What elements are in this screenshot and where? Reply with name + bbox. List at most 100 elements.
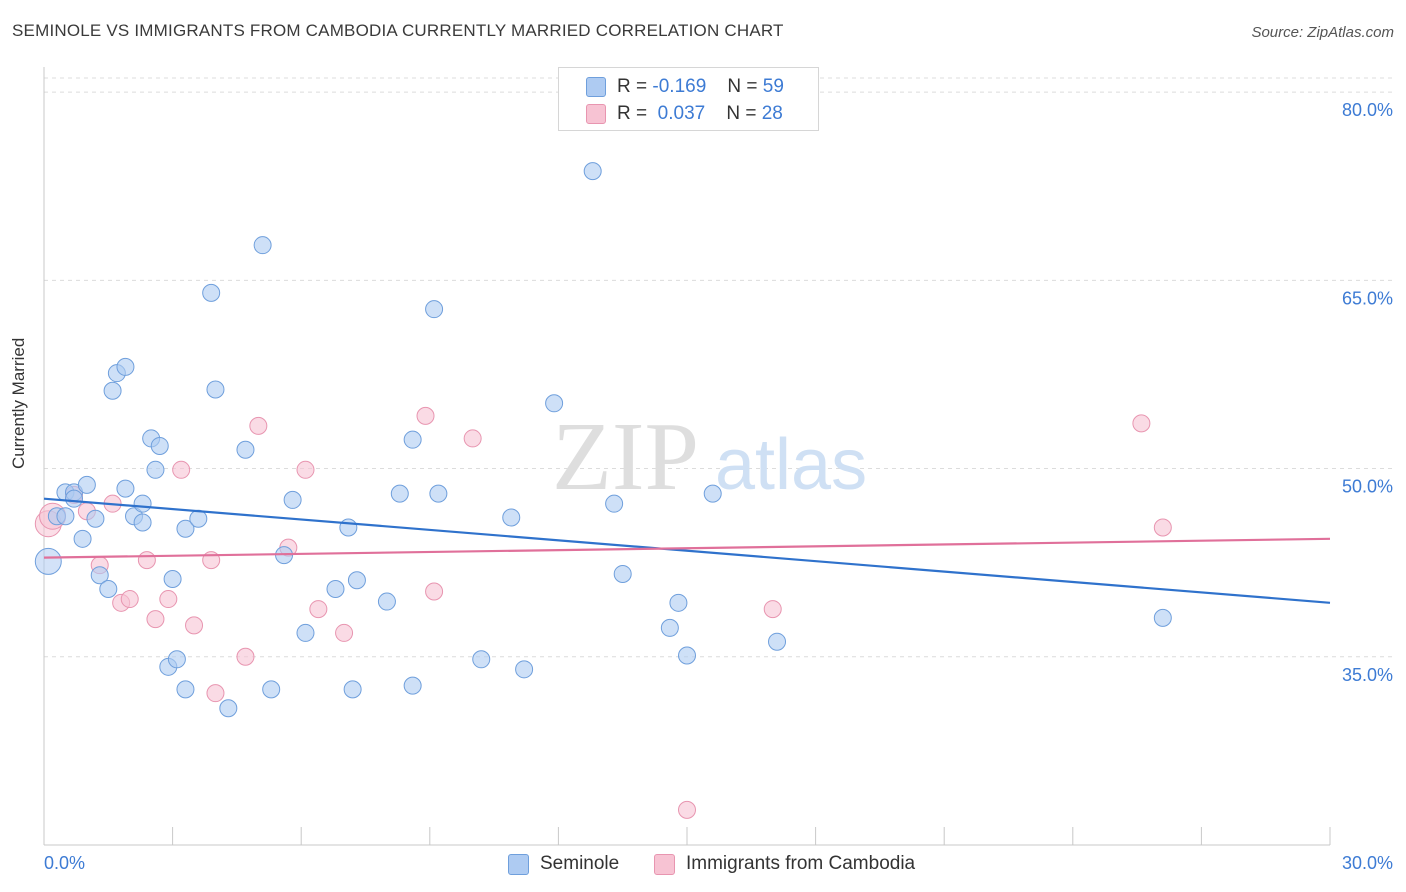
n-label: N = [727, 76, 758, 97]
seminole-point [613, 564, 632, 583]
cambodia-point [763, 600, 782, 619]
correlation-legend: R = -0.169 N = 59 R = 0.037 N = 28 [558, 67, 819, 131]
seminole-point [176, 680, 195, 699]
n-value-seminole: 59 [762, 76, 784, 97]
cambodia-point [159, 590, 178, 609]
r-label: R = [617, 76, 648, 97]
r-value-seminole: -0.169 [652, 76, 707, 97]
watermark-zip: ZIP [552, 403, 699, 511]
seminole-point [163, 569, 182, 588]
seminole-point [768, 632, 787, 651]
cambodia-trend-line [43, 537, 1331, 559]
seminole-point [515, 660, 534, 679]
r-label: R = [617, 103, 648, 124]
x-tick-label: 0.0% [44, 853, 85, 873]
cambodia-point [335, 623, 354, 642]
seminole-point [65, 489, 84, 508]
seminole-point [429, 484, 448, 503]
y-tick-label: 50.0% [1342, 477, 1393, 497]
seminole-point [99, 580, 118, 599]
trend-lines [43, 497, 1331, 604]
seminole-point [377, 592, 396, 611]
cambodia-legend-label: Immigrants from Cambodia [686, 853, 916, 874]
cambodia-point [678, 800, 696, 819]
y-tick-label: 65.0% [1342, 288, 1393, 308]
y-axis-label: Currently Married [9, 337, 28, 469]
seminole-point [150, 436, 169, 455]
seminole-point [1153, 608, 1172, 627]
seminole-point [86, 509, 105, 528]
watermark-atlas: atlas [715, 425, 867, 505]
series-seminole-points [34, 162, 1172, 718]
cambodia-point [296, 460, 315, 479]
watermark: ZIP atlas [552, 403, 867, 511]
seminole-point [146, 460, 165, 479]
cambodia-point [236, 647, 255, 666]
chart-title: SEMINOLE VS IMMIGRANTS FROM CAMBODIA CUR… [12, 21, 784, 40]
seminole-point [253, 236, 272, 255]
seminole-point [176, 519, 195, 538]
seminole-point [605, 494, 624, 513]
seminole-point [133, 513, 152, 532]
seminole-point [583, 162, 602, 181]
cambodia-point [172, 460, 191, 479]
x-tick-label: 30.0% [1342, 853, 1393, 873]
seminole-point [403, 430, 422, 449]
seminole-point [202, 283, 221, 302]
cambodia-point [249, 416, 268, 435]
seminole-swatch [586, 77, 606, 97]
cambodia-point [1132, 414, 1151, 433]
seminole-point [103, 381, 122, 400]
seminole-point [678, 646, 696, 665]
cambodia-legend-swatch [654, 854, 675, 875]
seminole-point [133, 494, 152, 513]
y-tick-label: 35.0% [1342, 665, 1393, 685]
seminole-point [472, 650, 491, 669]
cambodia-swatch [586, 104, 606, 124]
seminole-point [669, 593, 688, 612]
cambodia-point [185, 616, 204, 635]
cambodia-point [206, 684, 225, 703]
n-value-cambodia: 28 [761, 103, 783, 124]
seminole-point [116, 357, 135, 376]
seminole-point [116, 479, 135, 498]
seminole-point [425, 300, 444, 319]
cambodia-point [137, 551, 156, 570]
seminole-point [545, 394, 564, 413]
seminole-point [236, 440, 255, 459]
seminole-point [339, 518, 358, 537]
y-tick-labels: 35.0% 50.0% 65.0% 80.0% [1342, 100, 1393, 685]
seminole-point [390, 484, 409, 503]
seminole-point [77, 475, 96, 494]
n-label: N = [726, 103, 757, 124]
seminole-point [347, 571, 366, 590]
seminole-point [403, 676, 422, 695]
seminole-point [90, 566, 109, 585]
y-tick-label: 80.0% [1342, 100, 1393, 120]
seminole-point [296, 623, 315, 642]
seminole-point [167, 650, 186, 669]
cambodia-point [425, 582, 444, 601]
seminole-point [73, 529, 92, 548]
seminole-point [34, 547, 62, 575]
seminole-point [326, 580, 345, 599]
cambodia-point [120, 590, 139, 609]
cambodia-point [1153, 518, 1172, 537]
seminole-point [262, 680, 281, 699]
seminole-trend-line [43, 497, 1331, 604]
seminole-point [660, 618, 679, 637]
r-value-cambodia: 0.037 [652, 103, 706, 124]
seminole-legend-label: Seminole [540, 853, 620, 874]
cambodia-point [463, 429, 482, 448]
x-tick-marks [43, 827, 1331, 845]
seminole-point [56, 507, 75, 526]
cambodia-point [416, 406, 435, 425]
source-credit: Source: ZipAtlas.com [1251, 24, 1394, 41]
seminole-point [343, 680, 362, 699]
x-tick-labels: 0.0% 30.0% [44, 853, 1393, 873]
seminole-point [283, 490, 302, 509]
seminole-point [219, 699, 238, 718]
seminole-point [206, 380, 225, 399]
seminole-legend-swatch [508, 854, 529, 875]
